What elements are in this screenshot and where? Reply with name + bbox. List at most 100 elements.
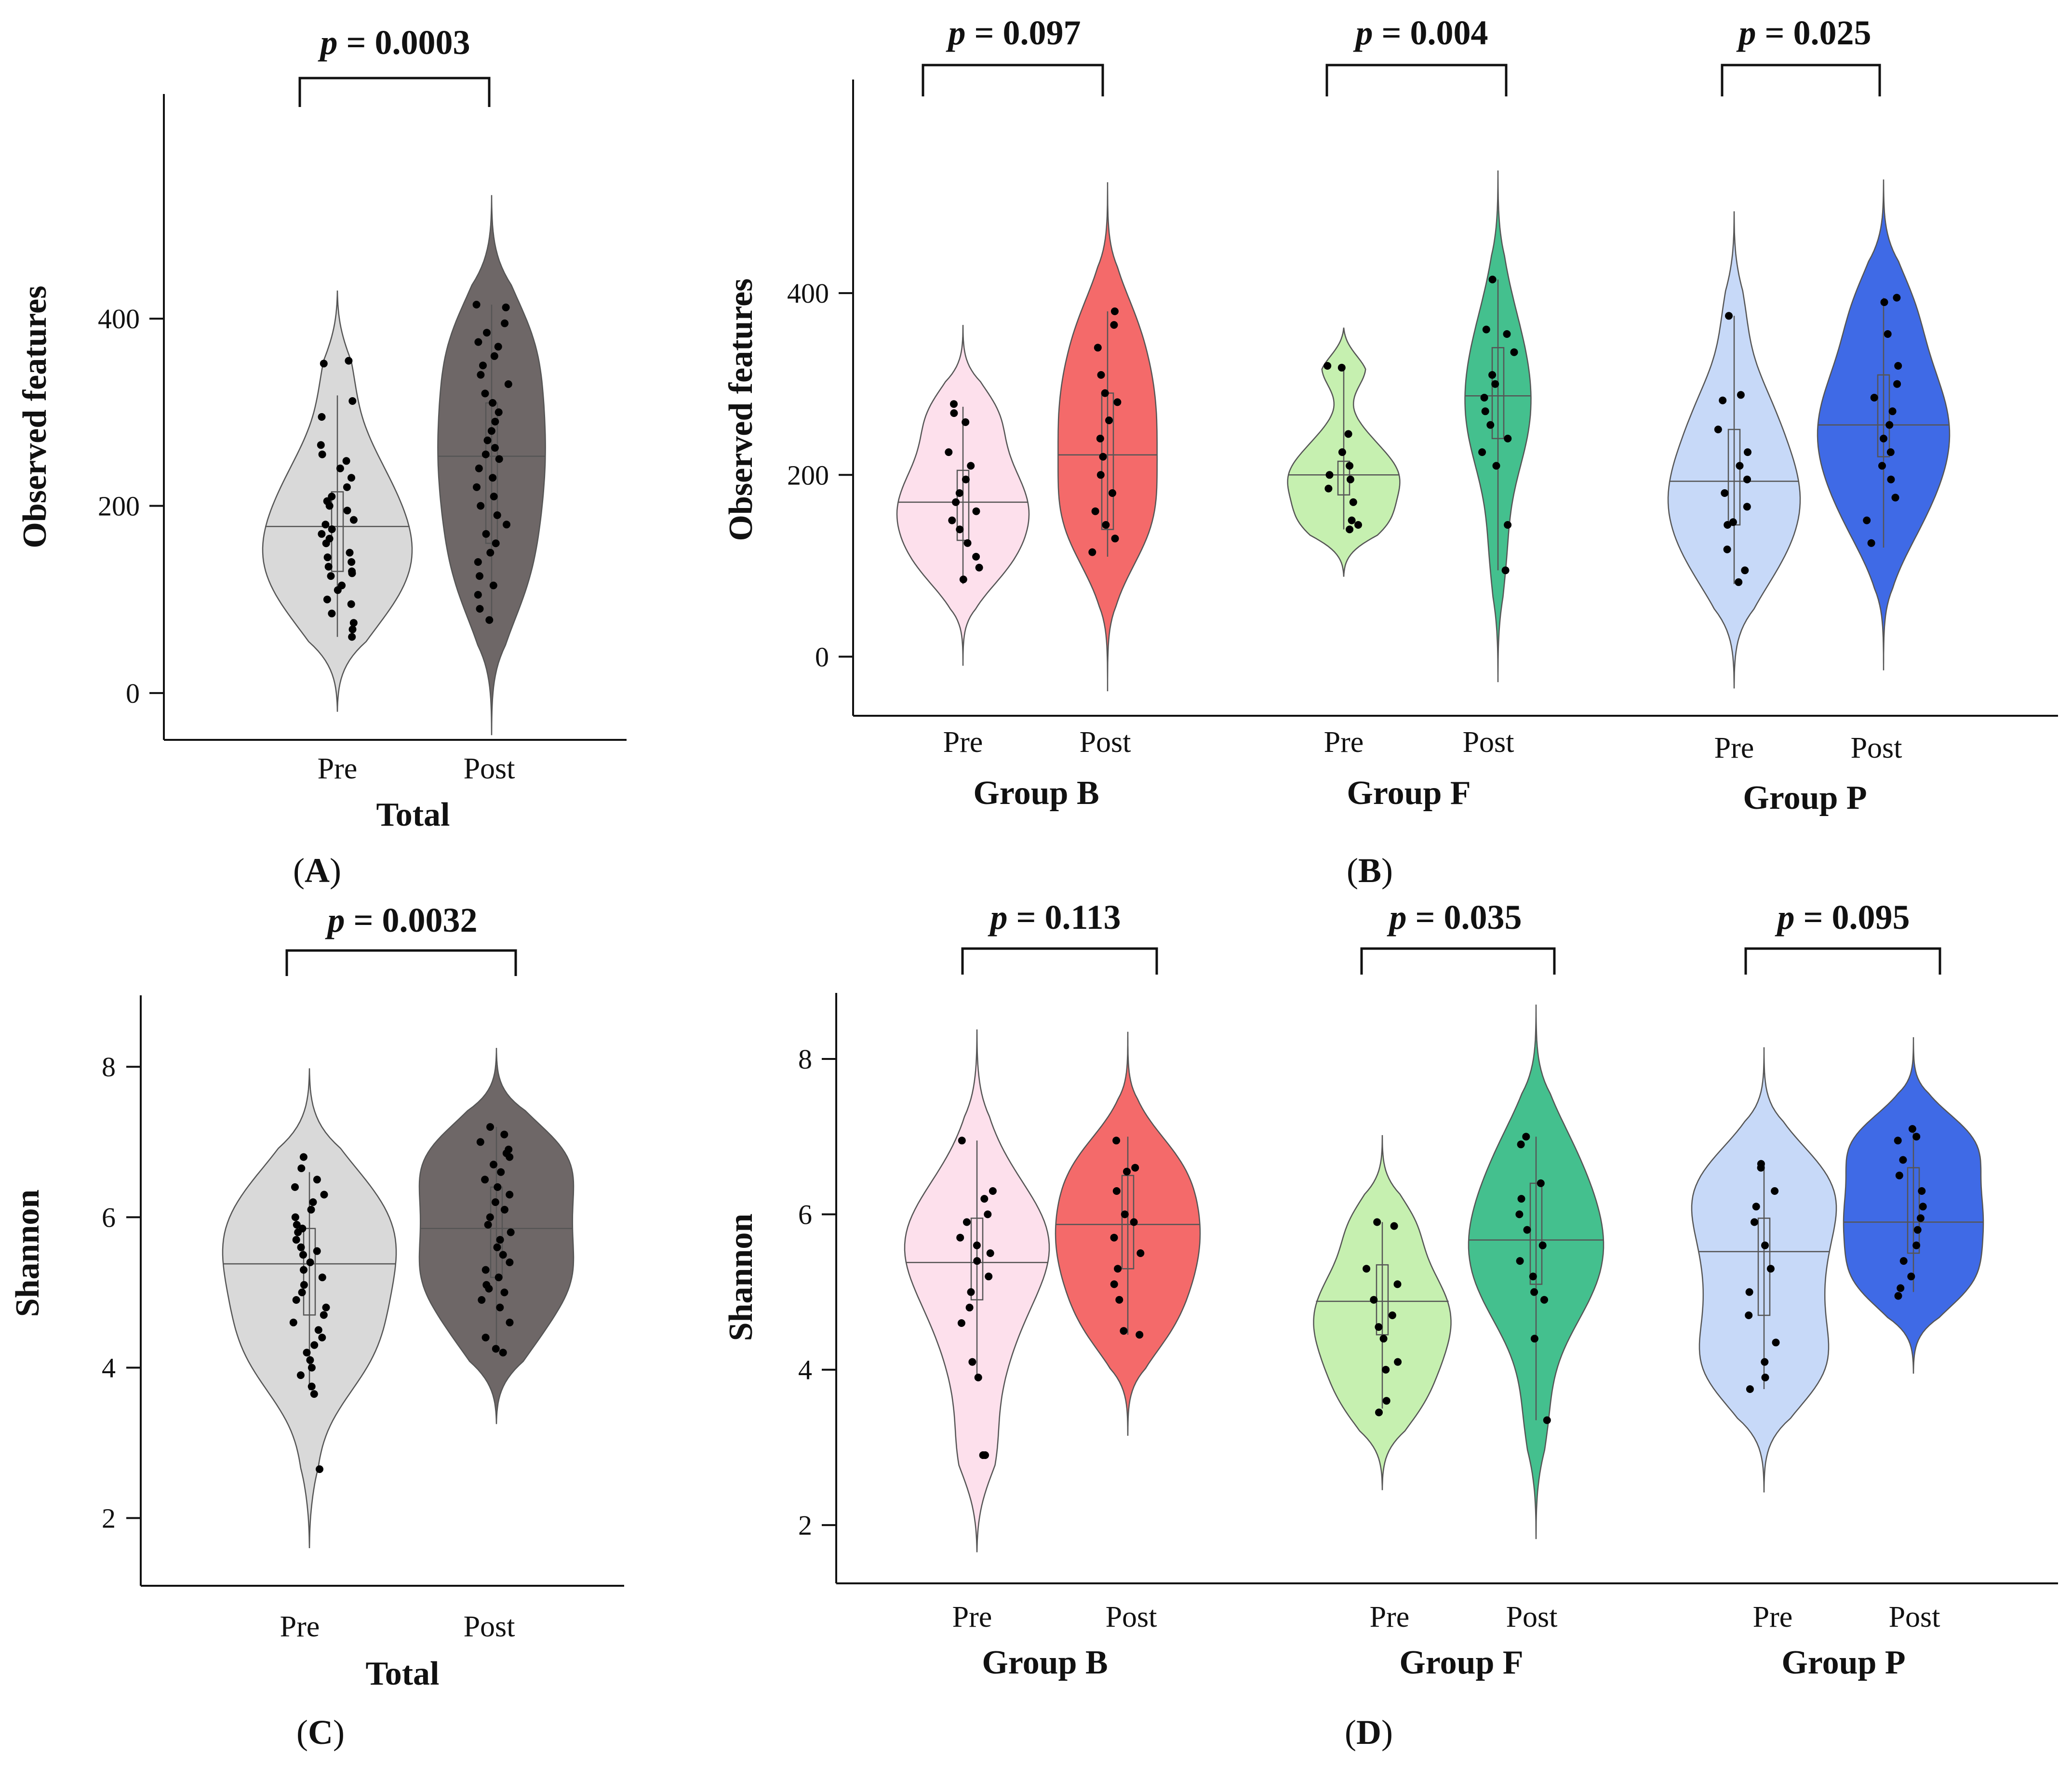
- violin-post: [437, 195, 546, 736]
- data-point: [972, 507, 980, 515]
- data-point: [967, 462, 975, 470]
- data-point: [1540, 1296, 1548, 1304]
- y-axis-title: Shannon: [722, 1214, 760, 1341]
- data-point: [318, 1334, 326, 1341]
- data-point: [1112, 1187, 1121, 1195]
- data-point: [1492, 462, 1500, 470]
- data-point: [1867, 539, 1875, 547]
- data-point: [1481, 407, 1489, 415]
- data-point: [1723, 545, 1731, 553]
- data-point: [317, 441, 325, 449]
- data-point: [1482, 325, 1490, 334]
- data-point: [492, 539, 500, 548]
- p-value: = 0.095: [1803, 898, 1910, 937]
- data-point: [950, 400, 958, 408]
- y-tick-group: 2 4 6 8: [798, 1044, 836, 1541]
- data-point: [965, 1303, 974, 1312]
- data-point: [342, 457, 350, 465]
- y-tick-label: 2: [798, 1510, 812, 1541]
- data-point: [348, 625, 357, 633]
- iqr-box: [1877, 374, 1890, 457]
- data-point: [493, 511, 501, 519]
- data-point: [476, 1138, 484, 1146]
- data-point: [956, 525, 964, 534]
- data-point: [313, 1176, 321, 1184]
- x-category-pre: Pre: [318, 752, 358, 785]
- data-point: [299, 1153, 307, 1161]
- data-point: [322, 539, 330, 548]
- violin-group-p-pre: [1667, 211, 1801, 689]
- data-point: [962, 1218, 971, 1226]
- y-tick-label: 0: [126, 678, 140, 709]
- data-point: [477, 502, 485, 510]
- x-category-post: Post: [1506, 1601, 1558, 1633]
- data-point: [1348, 516, 1356, 524]
- violin-group-b-pre: [904, 1029, 1050, 1553]
- data-point: [348, 474, 355, 482]
- data-point: [1523, 1226, 1531, 1234]
- p-value-label: p = 0.035: [1386, 898, 1522, 937]
- data-point: [493, 1243, 501, 1251]
- significance-bracket: [1744, 947, 1941, 975]
- data-point: [1919, 1203, 1927, 1211]
- data-point: [1897, 1284, 1905, 1292]
- data-point: [1096, 434, 1104, 442]
- data-point: [346, 549, 354, 557]
- panel-b: 0 200 400 Observed features Pre Post Pre…: [722, 13, 2058, 890]
- p-value-label: p = 0.097: [945, 13, 1081, 52]
- data-point: [503, 521, 510, 529]
- data-point: [968, 1358, 976, 1366]
- data-point: [963, 539, 972, 547]
- data-point: [349, 619, 358, 627]
- data-point: [1887, 475, 1895, 483]
- p-value-label: p = 0.095: [1774, 898, 1910, 937]
- data-point: [491, 1198, 499, 1206]
- x-category-post: Post: [1889, 1601, 1940, 1633]
- data-point: [347, 600, 355, 608]
- data-point: [299, 1251, 307, 1259]
- data-point: [495, 408, 503, 416]
- data-point: [323, 553, 332, 562]
- data-point: [1761, 1373, 1769, 1381]
- y-tick-label: 0: [815, 641, 829, 672]
- x-category-pre: Pre: [943, 726, 983, 759]
- y-tick-label: 400: [787, 278, 829, 309]
- data-point: [309, 1198, 317, 1206]
- data-point: [1136, 1331, 1144, 1339]
- significance-bracket: [285, 949, 517, 976]
- data-point: [1091, 507, 1099, 515]
- data-point: [1109, 489, 1116, 497]
- x-category-post: Post: [1106, 1601, 1157, 1633]
- data-point: [1337, 363, 1346, 372]
- data-point: [1115, 1296, 1123, 1304]
- data-point: [336, 464, 344, 472]
- data-point: [1537, 1179, 1545, 1187]
- data-point: [320, 1191, 328, 1199]
- data-point: [1735, 578, 1743, 586]
- data-point: [1120, 1327, 1128, 1335]
- data-point: [1503, 330, 1511, 338]
- data-point: [490, 1161, 497, 1169]
- data-point: [494, 1183, 502, 1191]
- p-value: = 0.113: [1016, 898, 1121, 937]
- significance-bracket: [1325, 64, 1508, 96]
- data-point: [1893, 294, 1901, 302]
- data-point: [967, 1288, 975, 1296]
- data-point: [1110, 321, 1118, 329]
- data-point: [1530, 1288, 1538, 1296]
- group-label: Group P: [1743, 779, 1867, 817]
- data-point: [291, 1183, 299, 1191]
- data-point: [1745, 1311, 1753, 1319]
- data-point: [1379, 1335, 1388, 1343]
- data-point: [318, 413, 326, 421]
- iqr-box: [970, 1218, 984, 1300]
- data-point: [1746, 1385, 1754, 1393]
- data-point: [306, 1356, 314, 1364]
- violin-group-b-post: [1055, 1031, 1201, 1436]
- data-point: [334, 586, 342, 594]
- y-tick-label: 8: [102, 1051, 116, 1083]
- data-point: [310, 1341, 319, 1349]
- x-category-post: Post: [464, 752, 515, 785]
- data-point: [1393, 1280, 1402, 1288]
- data-point: [292, 1236, 300, 1244]
